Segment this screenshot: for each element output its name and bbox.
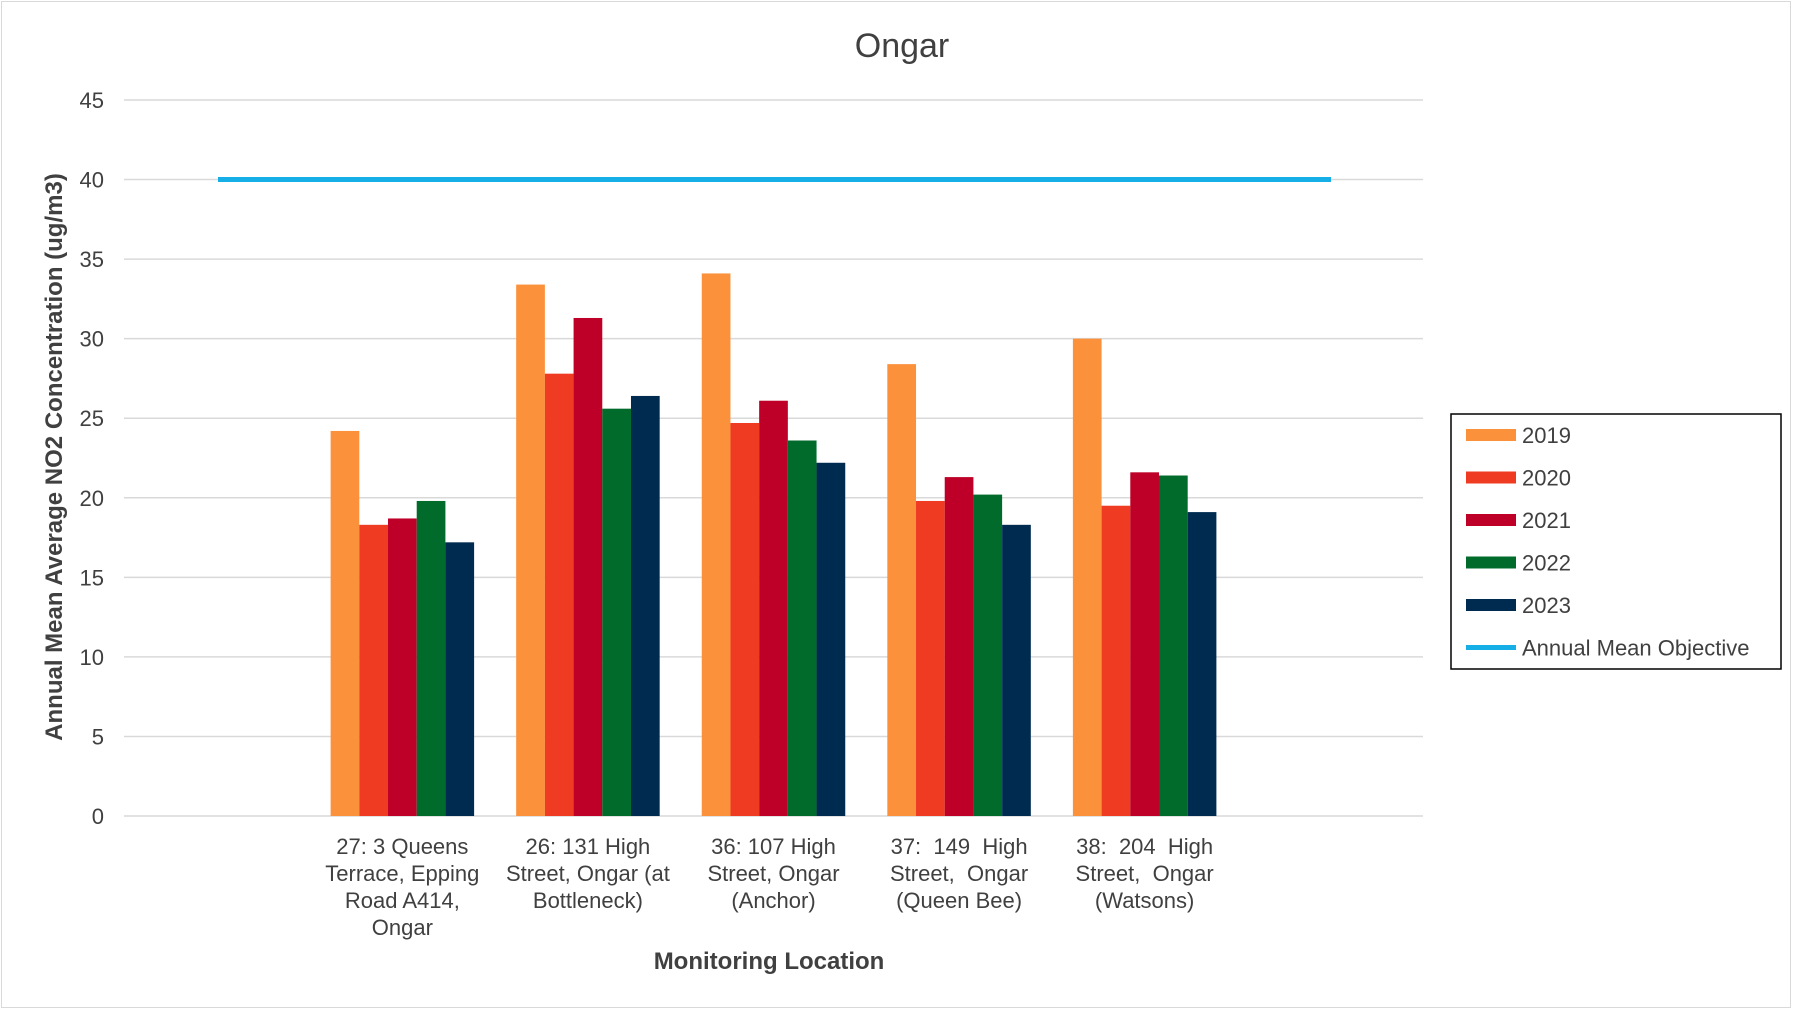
y-tick-label-35: 35 [80, 247, 104, 272]
bar-2019-cat-5 [1072, 338, 1102, 816]
legend-swatch-2023 [1466, 599, 1516, 611]
legend-swatch-2021 [1466, 514, 1516, 526]
y-tick-label-25: 25 [80, 406, 104, 431]
x-axis-title: Monitoring Location [654, 948, 885, 975]
bar-2020-cat-5 [1101, 505, 1131, 816]
bar-2021-cat-4 [944, 477, 974, 816]
x-category-label-2-line-2: Street, Ongar (at [506, 861, 670, 886]
x-category-label-5-line-2: Street, Ongar [1076, 861, 1214, 886]
legend-swatch-2020 [1466, 471, 1516, 484]
x-category-label-4-line-1: 37: 149 High [891, 834, 1028, 859]
bar-2019-cat-2 [516, 284, 545, 817]
y-axis-title: Annual Mean Average NO2 Concentration (u… [41, 173, 68, 741]
bar-2020-cat-4 [916, 500, 945, 816]
legend-label-2022: 2022 [1522, 551, 1571, 576]
bar-2023-cat-2 [630, 395, 660, 816]
x-category-label-3-line-2: Street, Ongar [707, 861, 839, 886]
x-category-label-2-line-1: 26: 131 High [526, 834, 651, 859]
legend-label-2021: 2021 [1522, 508, 1571, 533]
bar-2023-cat-1 [445, 542, 475, 816]
legend-label-annual-mean-objective: Annual Mean Objective [1522, 636, 1749, 661]
y-tick-label-10: 10 [80, 645, 104, 670]
y-tick-label-5: 5 [92, 724, 104, 749]
y-tick-label-0: 0 [92, 804, 104, 829]
bar-2020-cat-3 [730, 422, 760, 816]
bar-2022-cat-5 [1158, 475, 1188, 816]
y-tick-label-15: 15 [80, 565, 104, 590]
bar-2021-cat-2 [573, 317, 603, 816]
x-category-label-1-line-4: Ongar [372, 915, 433, 940]
bar-2019-cat-1 [330, 430, 360, 816]
x-category-label-3-line-1: 36: 107 High [711, 834, 836, 859]
legend-label-2023: 2023 [1522, 593, 1571, 618]
y-tick-label-20: 20 [80, 486, 104, 511]
bar-2022-cat-1 [416, 500, 446, 816]
bar-2021-cat-1 [388, 518, 417, 816]
x-category-label-2-line-3: Bottleneck) [533, 888, 643, 913]
legend-swatch-2022 [1466, 556, 1516, 569]
x-category-label-5-line-3: (Watsons) [1095, 888, 1194, 913]
bar-2023-cat-4 [1002, 524, 1031, 816]
bar-2022-cat-3 [787, 440, 817, 816]
legend-label-2019: 2019 [1522, 423, 1571, 448]
x-category-label-1-line-1: 27: 3 Queens [336, 834, 468, 859]
bar-2020-cat-1 [359, 524, 389, 816]
chart-title: Ongar [855, 27, 950, 65]
legend-label-2020: 2020 [1522, 466, 1571, 491]
y-tick-label-30: 30 [80, 327, 104, 352]
x-category-label-1-line-3: Road A414, [345, 888, 460, 913]
x-category-label-4-line-3: (Queen Bee) [896, 888, 1022, 913]
legend-swatch-2019 [1466, 429, 1516, 441]
x-category-label-3-line-3: (Anchor) [731, 888, 815, 913]
bar-2020-cat-2 [544, 373, 574, 816]
y-tick-label-40: 40 [80, 168, 104, 193]
bar-2022-cat-4 [973, 494, 1003, 816]
bar-2022-cat-2 [602, 408, 631, 816]
bar-2021-cat-3 [759, 400, 788, 816]
y-tick-label-45: 45 [80, 88, 104, 113]
bar-2019-cat-4 [887, 364, 917, 816]
x-category-label-5-line-1: 38: 204 High [1076, 834, 1213, 859]
bar-2021-cat-5 [1130, 472, 1159, 816]
legend-box [1450, 413, 1782, 670]
bar-2023-cat-5 [1187, 512, 1217, 816]
x-category-label-4-line-2: Street, Ongar [890, 861, 1028, 886]
bar-2019-cat-3 [701, 273, 731, 816]
bar-2023-cat-3 [816, 462, 846, 816]
x-category-label-1-line-2: Terrace, Epping [325, 861, 479, 886]
